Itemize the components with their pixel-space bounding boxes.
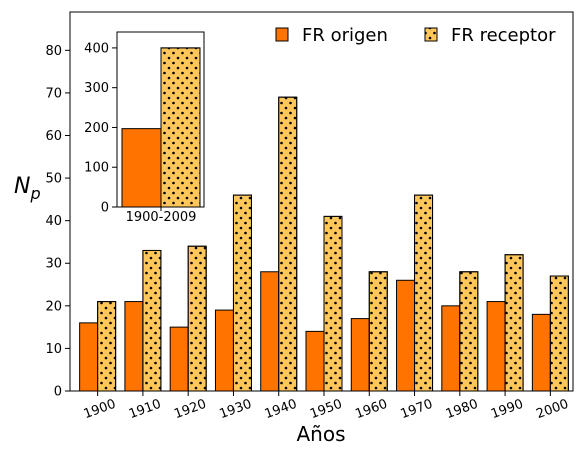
bar-origen-1960: [350, 318, 370, 392]
bar-origen-2000: [531, 313, 551, 392]
bar-pattern-1970: [414, 194, 434, 392]
y-tick-label: 10: [45, 342, 62, 357]
legend-swatch-receptor: [424, 27, 438, 42]
bar-origen-1950: [305, 330, 325, 392]
inset-bar-origen: [121, 128, 162, 208]
x-tick-label: 1900: [82, 397, 118, 422]
bar-origen-1900: [79, 322, 99, 392]
bar-origen-1940: [260, 271, 280, 392]
inset-y-tick-label: 300: [84, 81, 109, 96]
inset-y-tick-label: 100: [84, 161, 109, 176]
inset-y-tick-label: 200: [84, 121, 109, 136]
inset-category-label: 1900-2009: [126, 210, 197, 225]
bar-origen-1920: [169, 326, 189, 392]
bar-origen-1970: [396, 279, 416, 392]
bar-origen-1910: [124, 301, 144, 392]
legend-swatch-origen: [275, 27, 289, 42]
inset-y-tick-label: 400: [84, 41, 109, 56]
bar-pattern-1930: [232, 194, 252, 392]
y-tick-label: 60: [45, 129, 62, 144]
bar-pattern-1900: [97, 301, 117, 392]
bar-pattern-1910: [142, 249, 162, 392]
x-tick-label: 2000: [534, 397, 570, 422]
bar-origen-1980: [441, 305, 461, 392]
legend-label-receptor: FR receptor: [451, 25, 556, 46]
x-tick-label: 1950: [308, 397, 344, 422]
bar-pattern-1950: [323, 215, 343, 392]
bar-origen-1990: [486, 301, 506, 392]
bar-pattern-1980: [459, 271, 479, 392]
y-axis-label: Np: [14, 174, 41, 203]
x-tick-label: 1920: [172, 397, 208, 422]
bar-pattern-1920: [187, 245, 207, 392]
bar-pattern-1990: [504, 254, 524, 392]
legend-label-origen: FR origen: [302, 25, 388, 46]
x-tick-label: 1980: [444, 397, 480, 422]
inset-plot: 0 100 200 300 400: [84, 31, 205, 216]
y-tick-label: 80: [45, 44, 62, 59]
x-tick-label: 1970: [399, 397, 435, 422]
y-axis-label-main: N: [14, 174, 30, 199]
bar-pattern-1960: [368, 271, 388, 392]
y-tick-label: 0: [54, 385, 62, 400]
inset-bar-pattern: [160, 47, 201, 208]
y-tick-label: 20: [45, 299, 62, 314]
legend: FR origen FR receptor: [275, 25, 556, 46]
y-tick-label: 50: [45, 172, 62, 187]
y-tick-label: 40: [45, 214, 62, 229]
x-tick-label: 1990: [489, 397, 525, 422]
bar-pattern-2000: [549, 275, 569, 392]
x-tick-label: 1960: [353, 397, 389, 422]
bar-origen-1930: [214, 309, 234, 392]
plot-frame: [69, 11, 574, 392]
x-tick-label: 1910: [127, 397, 163, 422]
bar-pattern-1940: [278, 96, 298, 392]
inset-y-tick-label: 0: [101, 201, 109, 216]
y-tick-label: 70: [45, 86, 62, 101]
y-tick-label: 30: [45, 257, 62, 272]
x-tick-label: 1940: [263, 397, 299, 422]
x-axis-label: Años: [296, 422, 345, 446]
y-axis-label-sub: p: [29, 184, 40, 203]
x-tick-label: 1930: [218, 397, 254, 422]
